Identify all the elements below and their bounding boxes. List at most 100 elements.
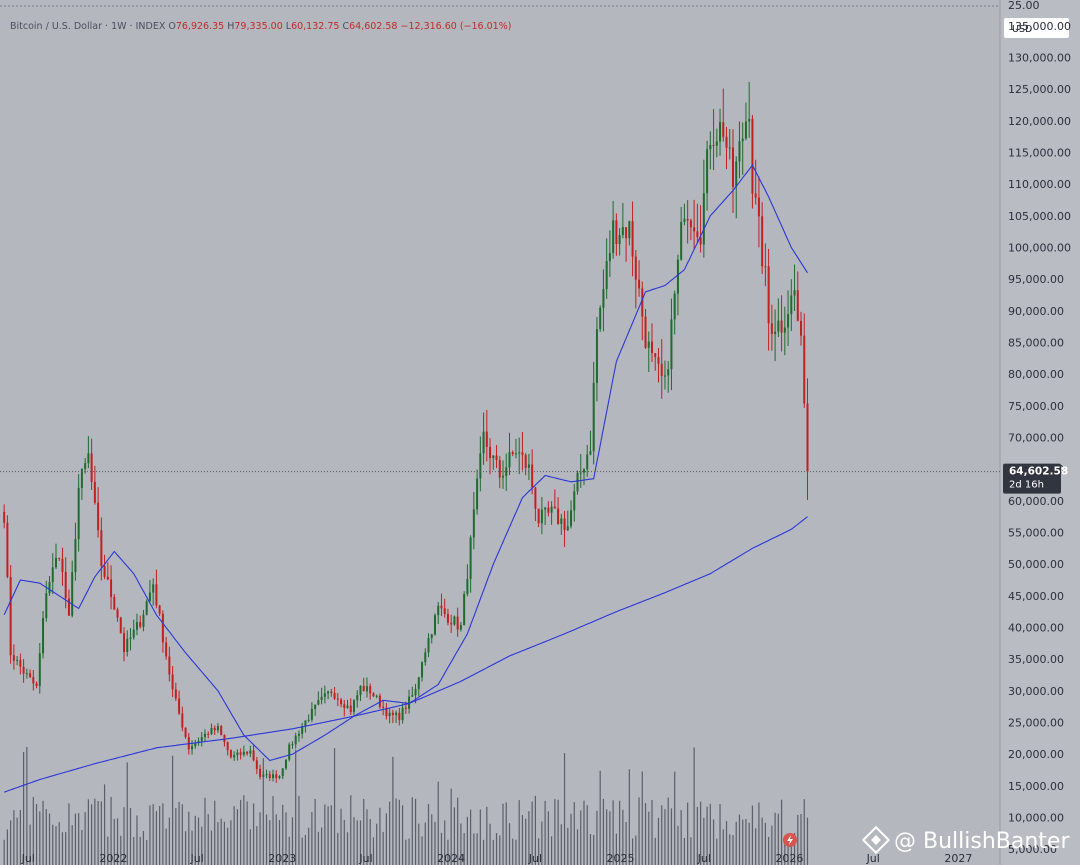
volume-bar (784, 836, 786, 865)
volume-bar (23, 751, 25, 865)
candle-body (71, 572, 74, 616)
volume-bar (55, 826, 57, 865)
replay-button[interactable] (783, 833, 797, 847)
volume-bar (599, 770, 601, 865)
candle-body (651, 341, 654, 354)
volume-bar (580, 810, 582, 865)
candle-body (502, 475, 505, 478)
candle-body (673, 293, 676, 320)
volume-bar (761, 817, 763, 865)
volume-bar (654, 837, 656, 865)
volume-bar (525, 818, 527, 865)
volume-bar (194, 815, 196, 865)
volume-bar (476, 833, 478, 865)
volume-bar (508, 823, 511, 865)
volume-bar (376, 823, 378, 865)
candle-body (191, 746, 194, 750)
volume-bar (421, 836, 423, 865)
volume-bar (223, 821, 226, 865)
candle-body (346, 705, 349, 708)
candle-body (116, 609, 119, 618)
volume-bar (87, 799, 89, 865)
candle-body (304, 720, 307, 726)
candle-body (443, 608, 446, 614)
volume-bar (716, 838, 718, 865)
candle-body (178, 698, 181, 714)
time-tick-label: Jul (866, 852, 880, 865)
low-label: L (286, 21, 292, 32)
volume-bar (560, 824, 562, 865)
time-tick-label: 2022 (99, 852, 127, 865)
volume-bar (191, 830, 193, 865)
volume-bar (314, 798, 316, 865)
candle-body (667, 369, 670, 376)
volume-bar (269, 820, 271, 865)
volume-bar (431, 814, 433, 865)
candle-body (207, 733, 210, 735)
candle-body (152, 584, 155, 593)
candle-body (158, 605, 161, 614)
candle-body (22, 666, 25, 674)
volume-bar (534, 795, 537, 865)
volume-bar (631, 838, 634, 865)
time-axis[interactable]: Jul 2022 Jul 2023 Jul 2024 Jul 2025 Jul 2026 Jul 20… (21, 852, 973, 865)
volume-bar (622, 809, 624, 865)
candle-body (165, 642, 168, 657)
volume-bar (152, 804, 154, 865)
candle-body (748, 118, 751, 122)
volume-bar (806, 817, 809, 865)
volume-bar (609, 811, 611, 865)
price-tick-label: 50,000.00 (1008, 558, 1064, 571)
volume-bar (159, 806, 161, 865)
candle-body (566, 526, 569, 531)
volume-bar (162, 803, 164, 865)
volume-bar (359, 820, 362, 865)
volume-bar (550, 836, 553, 865)
candle-body (74, 539, 77, 573)
volume-bar (515, 839, 517, 865)
volume-bar (146, 839, 148, 865)
volume-bar (573, 802, 575, 865)
candle-body (505, 467, 508, 476)
candle-body (654, 353, 657, 358)
candle-body (615, 220, 618, 244)
volume-bar (155, 811, 158, 865)
price-tick-label: 110,000.00 (1008, 178, 1071, 191)
volume-bar (42, 800, 44, 865)
candle-body (330, 691, 333, 693)
volume-bar (207, 814, 209, 865)
volume-bar (751, 805, 754, 865)
candle-body (427, 638, 430, 653)
volume-bar (136, 815, 138, 865)
candle-body (155, 584, 158, 606)
time-tick-label: Jul (189, 852, 203, 865)
price-tick-label: 85,000.00 (1008, 337, 1064, 350)
volume-bar (175, 807, 177, 865)
currency-badge[interactable]: USD (1004, 18, 1069, 38)
volume-bar (265, 814, 268, 865)
volume-bar (793, 832, 796, 865)
volume-bar (777, 813, 779, 865)
candle-body (369, 686, 372, 694)
candle-body (770, 323, 773, 335)
candle-body (547, 507, 550, 513)
candle-body (301, 725, 304, 734)
volume-bar (301, 837, 303, 865)
price-axis-panel[interactable] (1000, 0, 1080, 865)
candle-body (181, 713, 184, 728)
volume-bar (512, 838, 514, 865)
volume-bar (272, 796, 274, 865)
price-tick-label: 60,000.00 (1008, 495, 1064, 508)
candle-body (534, 487, 537, 509)
volume-bar (538, 838, 540, 865)
volume-bar (612, 800, 614, 865)
candle-body (343, 704, 346, 708)
candle-body (80, 469, 83, 488)
volume-bar (389, 801, 391, 865)
volume-bar (703, 817, 705, 865)
volume-bar (65, 832, 67, 865)
candle-body (602, 289, 605, 308)
volume-bar (755, 828, 757, 865)
candle-body (284, 759, 287, 769)
